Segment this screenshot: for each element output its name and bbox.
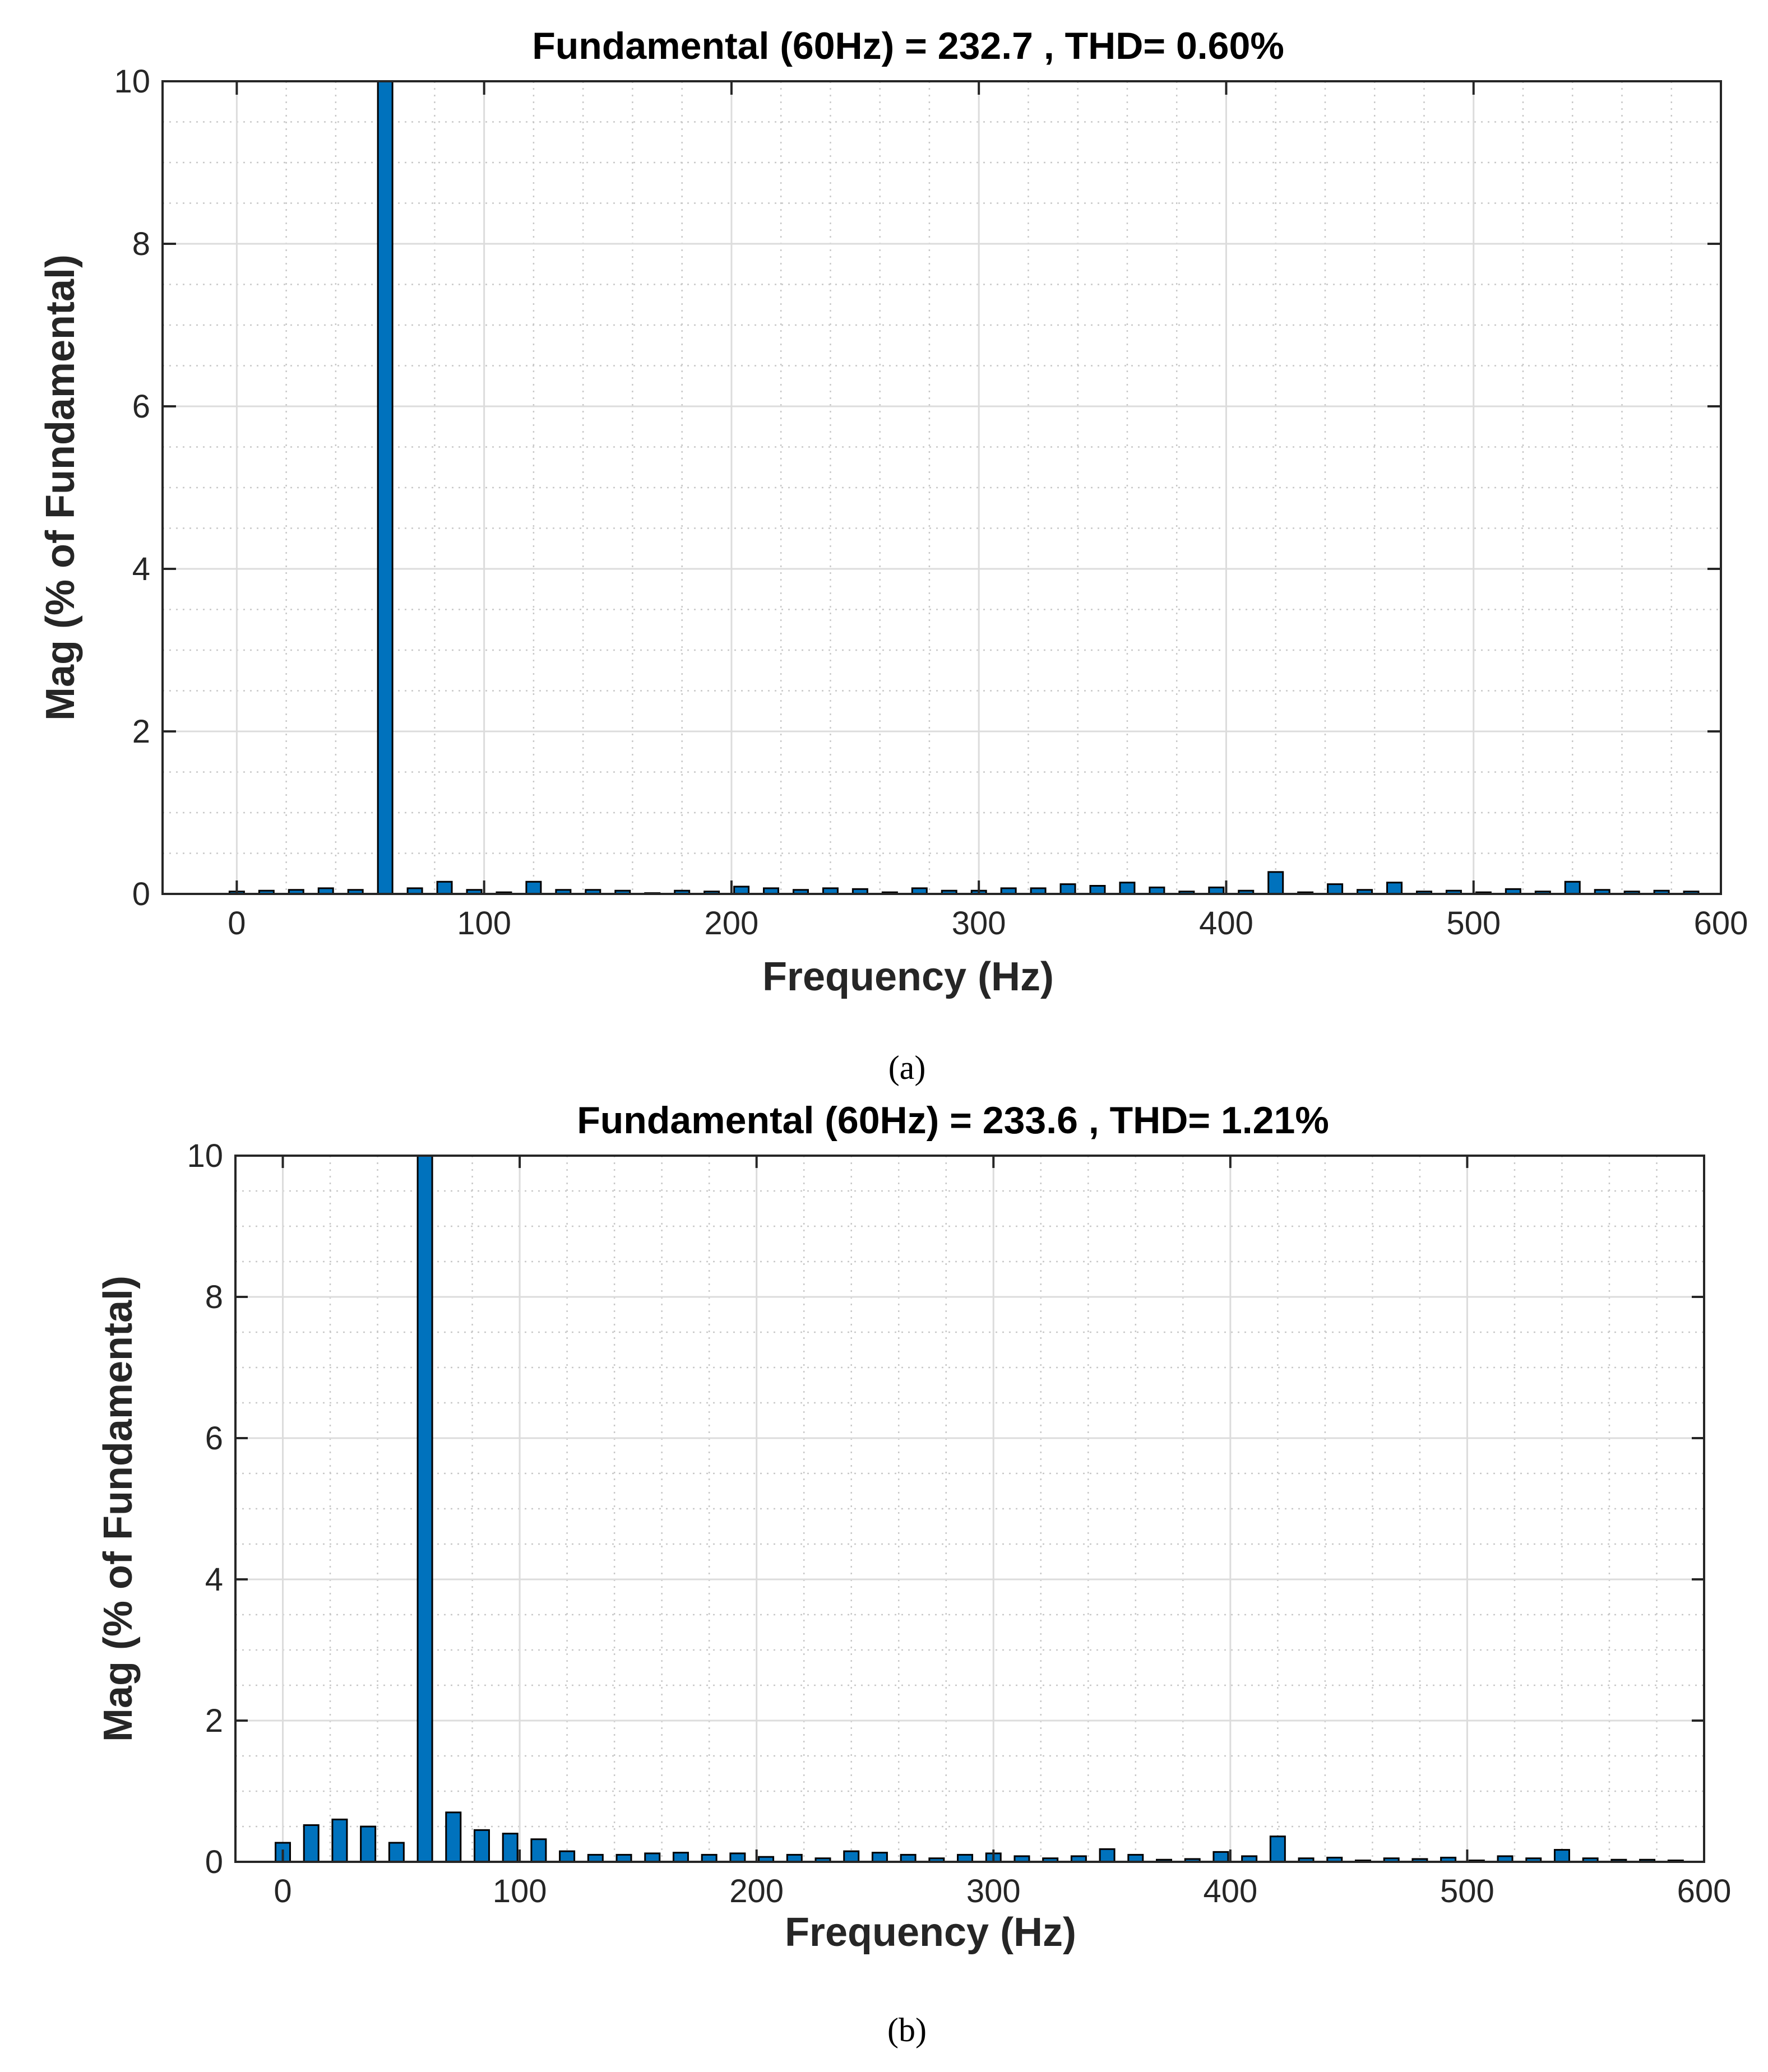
chart-a-grid [163,81,1721,894]
chart-b-bar-84hz [473,1829,490,1863]
chart-a-bar-468hz [1386,882,1403,895]
chart-b-x-tick-labels: 0 100 200 300 400 500 600 [274,1873,1731,1909]
chart-b-y-tick-label: 10 [187,1138,223,1174]
chart-a-y-tick-label: 6 [132,388,150,425]
chart-b-x-tick-label: 300 [966,1873,1021,1909]
chart-a-bar-420hz [1267,871,1284,895]
chart-b-bar-36hz [360,1825,377,1863]
chart-a-bar-540hz [1564,880,1581,895]
chart-a-y-tick-label: 8 [132,226,150,262]
chart-a-bar-84hz [436,880,453,895]
chart-b-y-tick-label: 2 [205,1703,223,1739]
chart-b-x-tick-label: 200 [729,1873,784,1909]
chart-b-y-tick-label: 8 [205,1279,223,1315]
chart-b-bar-96hz [502,1833,519,1863]
chart-b-x-axis-title: Frequency (Hz) [785,1910,1076,1955]
chart-a-y-tick-label: 10 [114,63,150,100]
chart-a-bar-360hz [1119,882,1136,895]
chart-b-bar-348hz [1099,1848,1116,1863]
chart-a-ticks [163,80,1722,895]
chart-a: Fundamental (60Hz) = 232.7 , THD= 0.60% … [38,25,1748,1086]
chart-b-bar-396hz [1212,1851,1229,1863]
chart-a-x-tick-label: 300 [952,905,1006,942]
chart-b-bar-108hz [530,1838,547,1863]
chart-b-bar-12hz [303,1824,320,1863]
chart-a-bars [228,80,1700,895]
chart-a-bar-348hz [1089,885,1106,895]
chart-b: Fundamental (60Hz) = 233.6 , THD= 1.21% … [96,1099,1731,2048]
chart-b-bar-72hz [445,1811,462,1863]
chart-b-bar-252hz [871,1852,888,1863]
chart-b-bar-60hz [416,1155,433,1863]
chart-b-bars [275,1155,1684,1863]
chart-b-bar-156hz [644,1852,661,1863]
chart-a-axes-frame [161,80,1722,895]
chart-b-x-tick-label: 100 [493,1873,547,1909]
chart-b-bar-240hz [843,1850,860,1863]
chart-a-bar-60hz [377,80,394,895]
chart-b-bar-48hz [388,1842,405,1863]
chart-b-bar-24hz [331,1818,348,1863]
chart-b-bar-192hz [729,1852,746,1863]
chart-a-x-tick-label: 0 [228,905,246,942]
chart-a-y-tick-label: 2 [132,713,150,750]
chart-b-bar-120hz [559,1850,576,1863]
chart-a-y-tick-label: 0 [132,876,150,912]
chart-b-x-tick-label: 600 [1677,1873,1732,1909]
chart-b-y-tick-label: 4 [205,1561,223,1598]
chart-a-y-tick-labels: 0 2 4 6 8 10 [114,63,150,912]
chart-b-x-tick-label: 0 [274,1873,291,1909]
chart-b-bar-540hz [1553,1849,1570,1863]
chart-a-bar-120hz [525,880,542,895]
chart-a-y-tick-label: 4 [132,551,150,587]
chart-b-x-tick-label: 400 [1203,1873,1257,1909]
chart-a-x-tick-label: 600 [1694,905,1748,942]
chart-a-x-axis-title: Frequency (Hz) [762,954,1054,999]
chart-a-bar-336hz [1059,883,1076,895]
chart-a-y-axis-title: Mag (% of Fundamental) [38,254,83,721]
chart-a-x-tick-labels: 0 100 200 300 400 500 600 [228,905,1748,942]
chart-a-title: Fundamental (60Hz) = 232.7 , THD= 0.60% [532,25,1284,67]
chart-b-title: Fundamental (60Hz) = 233.6 , THD= 1.21% [577,1099,1329,1142]
chart-a-x-tick-label: 200 [705,905,759,942]
chart-b-grid [235,1156,1704,1862]
chart-b-y-axis-title: Mag (% of Fundamental) [96,1276,141,1742]
chart-b-caption: (b) [887,2011,927,2048]
chart-a-x-tick-label: 500 [1446,905,1501,942]
chart-b-bar-420hz [1269,1835,1286,1863]
chart-a-bar-444hz [1327,883,1344,895]
chart-a-caption: (a) [888,1049,926,1086]
chart-b-axes-frame [234,1155,1705,1863]
chart-b-y-tick-label: 0 [205,1844,223,1880]
chart-a-x-tick-label: 100 [457,905,511,942]
chart-b-ticks [235,1155,1705,1863]
chart-b-y-tick-labels: 0 2 4 6 8 10 [187,1138,223,1880]
chart-b-bar-168hz [672,1852,689,1863]
chart-b-y-tick-label: 6 [205,1420,223,1457]
chart-a-x-tick-label: 400 [1199,905,1253,942]
chart-b-x-tick-label: 500 [1440,1873,1494,1909]
chart-a-plot-area [163,81,1721,894]
